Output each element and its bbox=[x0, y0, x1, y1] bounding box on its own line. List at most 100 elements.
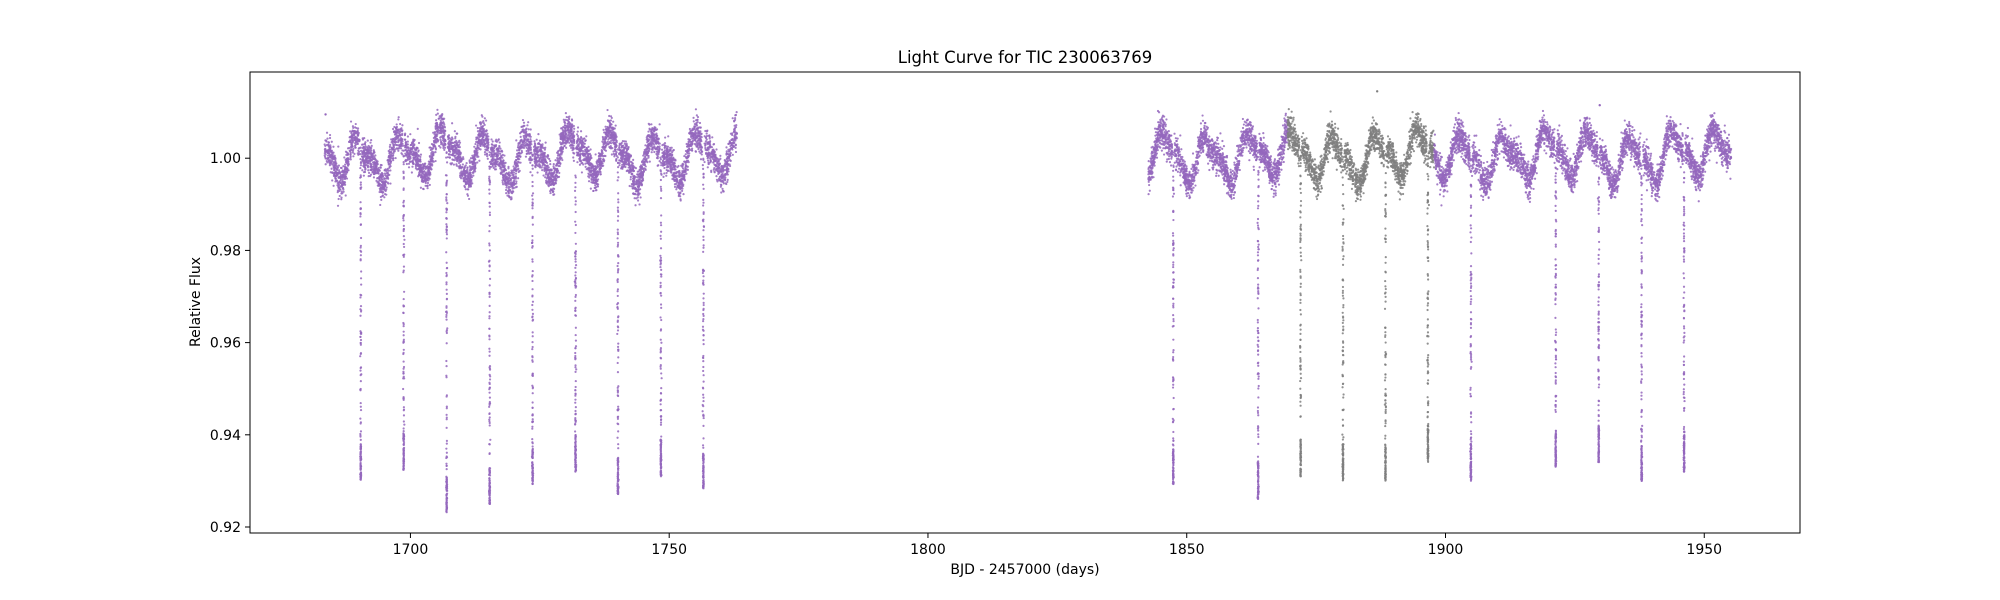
data-point bbox=[664, 136, 667, 139]
data-point bbox=[527, 121, 530, 124]
data-point bbox=[604, 133, 607, 136]
data-point bbox=[633, 177, 636, 180]
data-point bbox=[390, 146, 393, 149]
data-point bbox=[623, 160, 627, 163]
data-point bbox=[579, 130, 583, 133]
data-point bbox=[366, 166, 370, 169]
data-point bbox=[456, 141, 460, 144]
data-point bbox=[703, 142, 706, 145]
data-point bbox=[339, 188, 342, 191]
data-point bbox=[601, 140, 604, 143]
data-point bbox=[419, 168, 422, 171]
data-point bbox=[692, 116, 695, 119]
data-point bbox=[343, 165, 347, 168]
data-point bbox=[413, 144, 416, 147]
data-point bbox=[545, 177, 548, 180]
data-point bbox=[464, 164, 467, 167]
data-point bbox=[706, 129, 709, 132]
data-point bbox=[648, 149, 651, 153]
data-point bbox=[399, 122, 402, 126]
data-point bbox=[720, 180, 724, 183]
data-point bbox=[636, 188, 639, 191]
data-point bbox=[424, 177, 427, 180]
data-points bbox=[323, 90, 1733, 514]
data-point bbox=[448, 153, 451, 156]
data-point bbox=[731, 117, 734, 120]
data-point bbox=[537, 133, 540, 136]
data-point bbox=[600, 151, 603, 154]
data-point bbox=[341, 180, 344, 183]
data-point bbox=[642, 171, 645, 174]
data-point bbox=[507, 167, 510, 170]
data-point bbox=[711, 149, 714, 152]
data-point bbox=[399, 147, 403, 150]
data-point bbox=[401, 132, 404, 135]
data-point bbox=[354, 142, 357, 145]
data-point bbox=[412, 156, 415, 159]
data-point bbox=[673, 165, 676, 169]
data-point bbox=[366, 139, 369, 142]
data-point bbox=[434, 148, 438, 151]
data-point bbox=[506, 172, 510, 175]
data-point bbox=[500, 149, 503, 152]
data-point bbox=[610, 153, 613, 156]
data-point bbox=[491, 150, 494, 153]
data-point bbox=[686, 152, 689, 155]
data-point bbox=[584, 162, 587, 165]
data-point bbox=[568, 115, 571, 118]
data-point bbox=[631, 162, 634, 165]
data-point bbox=[352, 134, 355, 137]
data-point bbox=[523, 138, 526, 141]
data-point bbox=[336, 181, 339, 185]
data-point bbox=[485, 129, 488, 132]
data-point bbox=[675, 182, 678, 185]
data-point bbox=[719, 168, 722, 171]
data-point bbox=[611, 127, 614, 130]
data-point bbox=[567, 119, 570, 122]
data-point bbox=[412, 162, 415, 165]
data-point bbox=[387, 169, 390, 172]
data-point bbox=[369, 159, 373, 162]
data-point bbox=[687, 141, 690, 144]
data-point bbox=[719, 154, 722, 157]
data-point bbox=[612, 120, 615, 123]
data-point bbox=[431, 154, 435, 157]
data-point bbox=[486, 146, 489, 149]
data-point bbox=[631, 180, 635, 183]
data-point bbox=[604, 128, 607, 131]
data-point bbox=[439, 119, 442, 122]
data-point bbox=[696, 118, 699, 121]
data-point bbox=[435, 134, 438, 137]
data-point bbox=[409, 133, 412, 136]
data-point bbox=[430, 146, 433, 150]
data-point bbox=[599, 173, 602, 176]
data-point bbox=[440, 114, 444, 117]
data-point bbox=[560, 157, 563, 160]
data-point bbox=[428, 163, 432, 166]
data-point bbox=[338, 194, 341, 198]
data-point bbox=[333, 169, 336, 172]
data-point bbox=[379, 174, 382, 177]
data-point bbox=[572, 130, 575, 133]
data-point bbox=[441, 126, 444, 129]
data-point bbox=[719, 157, 722, 160]
data-point bbox=[707, 161, 710, 164]
data-point bbox=[416, 168, 419, 171]
data-point bbox=[730, 146, 733, 150]
data-point bbox=[410, 171, 413, 174]
data-point bbox=[534, 166, 537, 169]
data-point bbox=[341, 178, 344, 181]
data-point bbox=[397, 149, 400, 152]
data-point bbox=[679, 192, 682, 195]
data-point bbox=[435, 138, 439, 141]
data-point bbox=[722, 174, 726, 177]
data-point bbox=[691, 140, 694, 143]
data-point bbox=[632, 175, 635, 178]
data-point bbox=[683, 160, 686, 163]
data-point bbox=[576, 134, 580, 138]
data-point bbox=[665, 158, 668, 161]
data-point bbox=[522, 144, 525, 147]
data-point bbox=[606, 140, 609, 143]
data-point bbox=[388, 145, 391, 148]
data-point bbox=[451, 122, 454, 125]
